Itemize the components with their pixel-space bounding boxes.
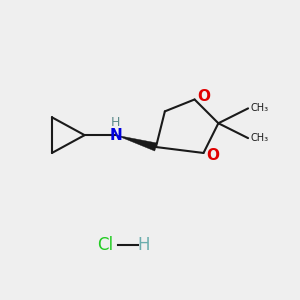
Text: O: O [206,148,219,164]
Text: O: O [197,89,210,104]
Text: N: N [110,128,122,143]
Text: CH₃: CH₃ [250,133,268,143]
Text: CH₃: CH₃ [250,103,268,113]
Text: Cl: Cl [98,236,113,254]
Text: H: H [138,236,150,254]
Polygon shape [116,135,157,151]
Text: H: H [111,116,121,129]
